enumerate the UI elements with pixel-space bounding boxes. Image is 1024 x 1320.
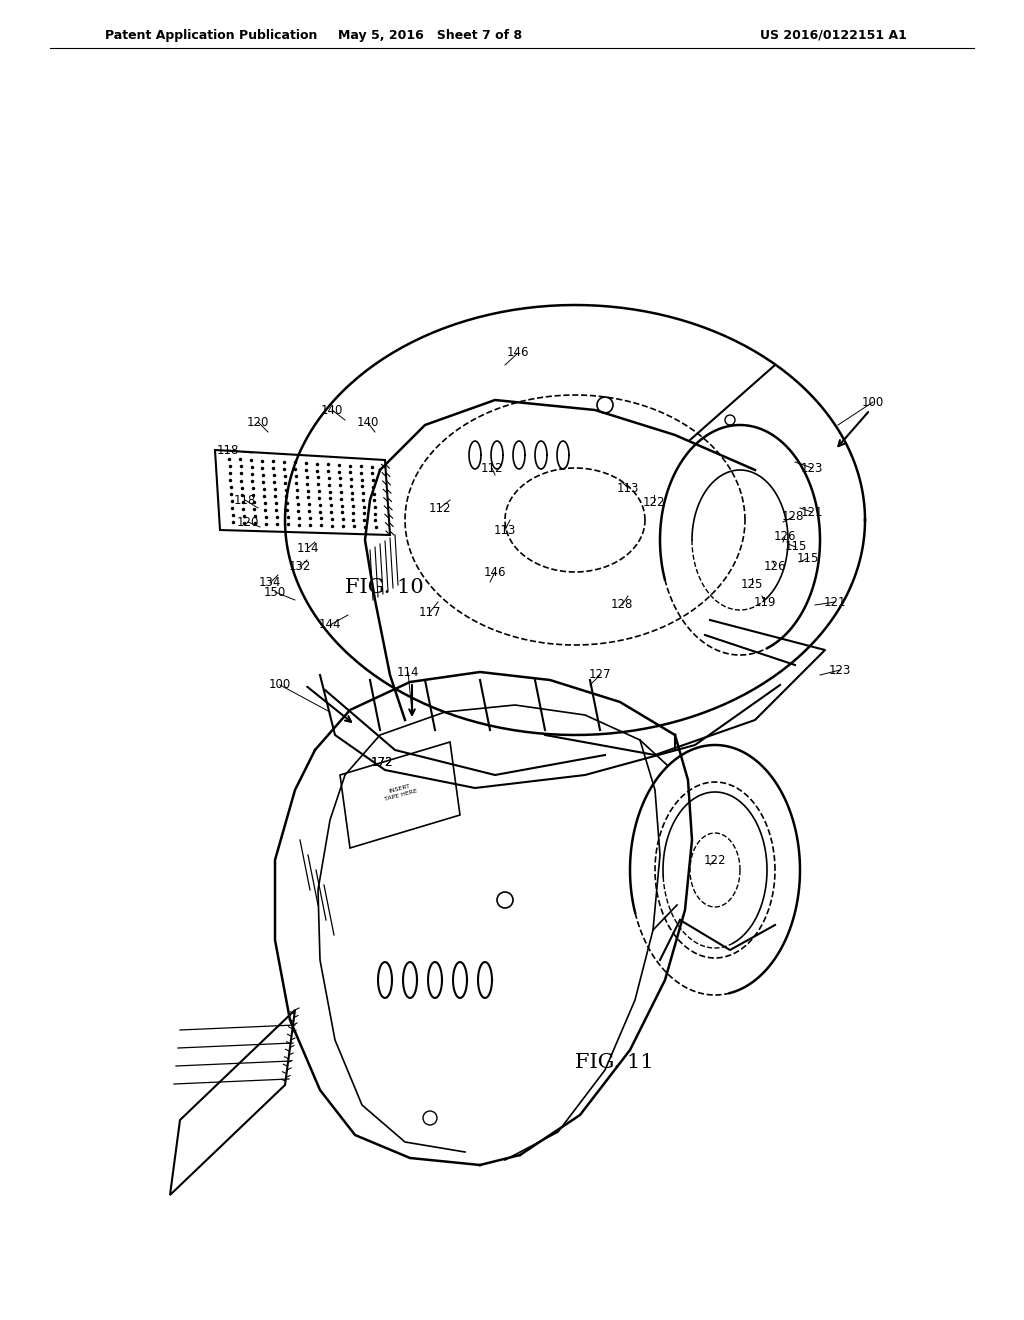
Text: 118: 118	[233, 494, 256, 507]
Text: 122: 122	[643, 495, 666, 508]
Text: Patent Application Publication: Patent Application Publication	[105, 29, 317, 41]
Text: 144: 144	[318, 619, 341, 631]
Text: 114: 114	[396, 665, 419, 678]
Text: 140: 140	[356, 417, 379, 429]
Text: 128: 128	[610, 598, 633, 611]
Text: 100: 100	[862, 396, 884, 408]
Text: 121: 121	[801, 506, 823, 519]
Text: FIG. 11: FIG. 11	[575, 1053, 653, 1072]
Text: 123: 123	[801, 462, 823, 474]
Text: 122: 122	[703, 854, 726, 866]
Text: 132: 132	[289, 561, 311, 573]
Text: 126: 126	[774, 531, 797, 544]
Text: May 5, 2016   Sheet 7 of 8: May 5, 2016 Sheet 7 of 8	[338, 29, 522, 41]
Text: 150: 150	[264, 586, 286, 598]
Text: INSERT
TAPE HERE: INSERT TAPE HERE	[382, 783, 418, 801]
Polygon shape	[340, 742, 460, 847]
Text: 117: 117	[419, 606, 441, 619]
Text: 118: 118	[217, 444, 240, 457]
Text: 172: 172	[371, 755, 393, 768]
Text: 115: 115	[797, 552, 819, 565]
Text: US 2016/0122151 A1: US 2016/0122151 A1	[760, 29, 907, 41]
Text: 126: 126	[764, 560, 786, 573]
Text: 123: 123	[828, 664, 851, 676]
Text: 112: 112	[480, 462, 503, 474]
Text: 115: 115	[784, 540, 807, 553]
Text: 140: 140	[321, 404, 343, 417]
Text: 114: 114	[297, 541, 319, 554]
Text: 120: 120	[247, 416, 269, 429]
Text: 121: 121	[823, 595, 846, 609]
Text: 119: 119	[754, 595, 776, 609]
Text: 112: 112	[429, 502, 452, 515]
Text: 113: 113	[616, 482, 639, 495]
Text: FIG. 10: FIG. 10	[345, 578, 423, 597]
Text: 134: 134	[259, 577, 282, 590]
Text: 127: 127	[589, 668, 611, 681]
Text: 113: 113	[494, 524, 516, 536]
Text: 125: 125	[740, 578, 763, 590]
Text: 100: 100	[269, 678, 291, 692]
Text: 172: 172	[371, 755, 393, 768]
Text: 120: 120	[237, 516, 259, 528]
Text: 146: 146	[483, 565, 506, 578]
Text: 128: 128	[781, 511, 804, 524]
Text: 146: 146	[507, 346, 529, 359]
